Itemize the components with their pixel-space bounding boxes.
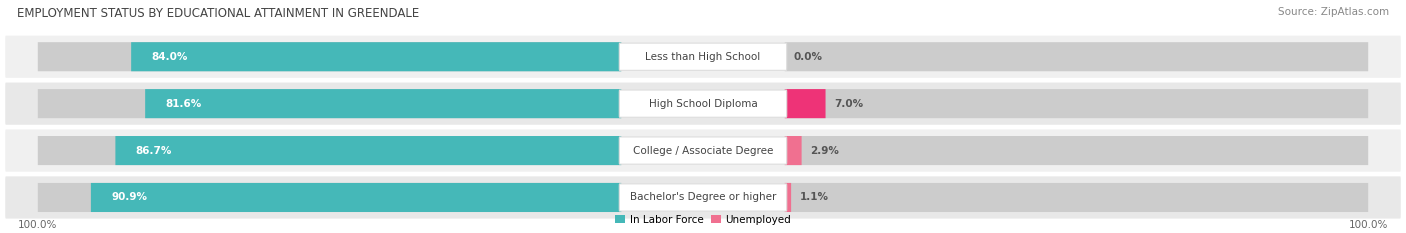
Text: College / Associate Degree: College / Associate Degree [633, 146, 773, 156]
FancyBboxPatch shape [619, 90, 787, 117]
FancyBboxPatch shape [145, 89, 621, 118]
FancyBboxPatch shape [38, 42, 621, 71]
FancyBboxPatch shape [785, 183, 792, 212]
FancyBboxPatch shape [785, 183, 1368, 212]
FancyBboxPatch shape [619, 43, 787, 70]
FancyBboxPatch shape [115, 136, 621, 165]
FancyBboxPatch shape [6, 176, 1400, 219]
FancyBboxPatch shape [38, 136, 621, 165]
FancyBboxPatch shape [131, 42, 621, 71]
Text: EMPLOYMENT STATUS BY EDUCATIONAL ATTAINMENT IN GREENDALE: EMPLOYMENT STATUS BY EDUCATIONAL ATTAINM… [17, 7, 419, 20]
Text: 1.1%: 1.1% [800, 192, 830, 202]
FancyBboxPatch shape [6, 82, 1400, 125]
Text: Bachelor's Degree or higher: Bachelor's Degree or higher [630, 192, 776, 202]
FancyBboxPatch shape [785, 89, 1368, 118]
Legend: In Labor Force, Unemployed: In Labor Force, Unemployed [610, 211, 796, 229]
Text: 0.0%: 0.0% [793, 52, 823, 62]
Text: 100.0%: 100.0% [1348, 219, 1388, 230]
Text: 100.0%: 100.0% [18, 219, 58, 230]
FancyBboxPatch shape [6, 36, 1400, 78]
Text: High School Diploma: High School Diploma [648, 99, 758, 109]
FancyBboxPatch shape [785, 136, 1368, 165]
FancyBboxPatch shape [785, 136, 801, 165]
Text: 2.9%: 2.9% [810, 146, 839, 156]
FancyBboxPatch shape [38, 89, 621, 118]
Text: Source: ZipAtlas.com: Source: ZipAtlas.com [1278, 7, 1389, 17]
FancyBboxPatch shape [619, 137, 787, 164]
Text: 90.9%: 90.9% [111, 192, 148, 202]
FancyBboxPatch shape [619, 184, 787, 211]
Text: 7.0%: 7.0% [834, 99, 863, 109]
Text: Less than High School: Less than High School [645, 52, 761, 62]
Text: 84.0%: 84.0% [152, 52, 188, 62]
FancyBboxPatch shape [6, 130, 1400, 172]
Text: 81.6%: 81.6% [166, 99, 202, 109]
FancyBboxPatch shape [91, 183, 621, 212]
FancyBboxPatch shape [785, 42, 1368, 71]
FancyBboxPatch shape [38, 183, 621, 212]
Text: 86.7%: 86.7% [136, 146, 172, 156]
FancyBboxPatch shape [785, 89, 825, 118]
